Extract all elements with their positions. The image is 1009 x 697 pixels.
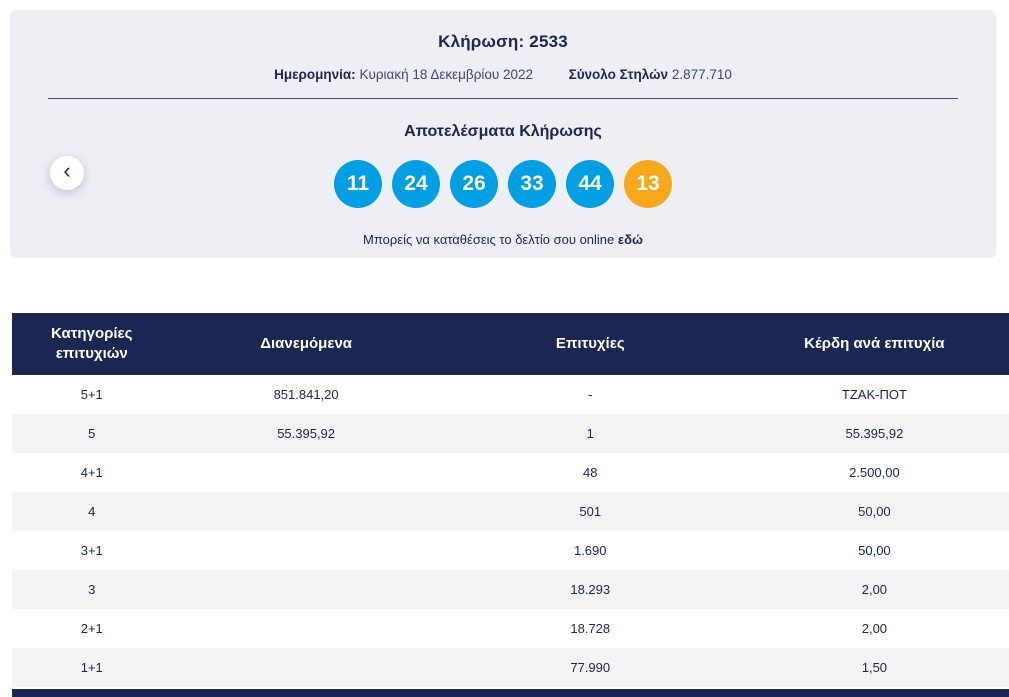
cta-text: Μπορείς να καταθέσεις το δελτίο σου onli… xyxy=(363,232,615,247)
draw-panel: Κλήρωση: 2533 Ημερομηνία: Κυριακή 18 Δεκ… xyxy=(10,10,996,258)
header-categories: Κατηγορίες επιτυχιών xyxy=(12,313,172,375)
cell-per-win: 1,50 xyxy=(861,660,888,675)
date-label: Ημερομηνία: xyxy=(274,67,356,82)
cell-wins: - xyxy=(588,387,593,402)
table-row: 1+1 77.990 1,50 xyxy=(12,648,1009,687)
table-row: 5+1 851.841,20 - ΤΖΑΚ-ΠΟΤ xyxy=(12,375,1009,414)
header-wins: Επιτυχίες xyxy=(440,313,740,375)
cell-per-win: 55.395,92 xyxy=(845,426,904,441)
columns-value: 2.877.710 xyxy=(671,67,732,82)
table-row: 3+1 1.690 50,00 xyxy=(12,531,1009,570)
date-value: Κυριακή 18 Δεκεμβρίου 2022 xyxy=(359,67,534,82)
chevron-left-icon: ‹ xyxy=(63,158,71,183)
drawn-numbers: 11 24 26 33 44 13 xyxy=(10,160,996,208)
cta-line: Μπορείς να καταθέσεις το δελτίο σου onli… xyxy=(10,232,996,247)
drawn-number-ball: 24 xyxy=(392,160,440,208)
cell-category: 4 xyxy=(88,504,96,519)
cell-category: 3+1 xyxy=(80,543,103,558)
draw-title: Κλήρωση: 2533 xyxy=(438,32,568,51)
table-footer-bar xyxy=(12,689,1009,697)
cell-wins: 48 xyxy=(583,465,598,480)
cell-category: 3 xyxy=(88,582,96,597)
table-row: 4+1 48 2.500,00 xyxy=(12,453,1009,492)
cell-wins: 501 xyxy=(579,504,602,519)
table-row: 5 55.395,92 1 55.395,92 xyxy=(12,414,1009,453)
cell-distributed xyxy=(172,609,441,648)
cell-category: 5 xyxy=(88,426,96,441)
drawn-number-ball: 33 xyxy=(508,160,556,208)
cell-category: 4+1 xyxy=(80,465,103,480)
cell-wins: 77.990 xyxy=(570,660,611,675)
cell-per-win: 50,00 xyxy=(858,543,891,558)
columns-label: Σύνολο Στηλών xyxy=(568,67,669,82)
results-title: Αποτελέσματα Κλήρωσης xyxy=(404,123,602,140)
cell-wins: 1.690 xyxy=(573,543,607,558)
cell-per-win: ΤΖΑΚ-ΠΟΤ xyxy=(841,387,907,402)
joker-number-ball: 13 xyxy=(624,160,672,208)
header-distributed: Διανεμόμενα xyxy=(171,313,441,375)
table-row: 4 501 50,00 xyxy=(12,492,1009,531)
cell-distributed xyxy=(172,531,441,570)
cell-distributed xyxy=(172,453,441,492)
cell-wins: 18.293 xyxy=(570,582,611,597)
header-per-win: Κέρδη ανά επιτυχία xyxy=(739,313,1009,375)
drawn-number-ball: 11 xyxy=(334,160,382,208)
results-table-wrap: Κατηγορίες επιτυχιών Διανεμόμενα Επιτυχί… xyxy=(12,313,1009,697)
cell-wins: 18.728 xyxy=(570,621,611,636)
cell-per-win: 2,00 xyxy=(861,582,888,597)
table-row: 2+1 18.728 2,00 xyxy=(12,609,1009,648)
cta-link[interactable]: εδώ xyxy=(617,232,643,247)
draw-meta: Ημερομηνία: Κυριακή 18 Δεκεμβρίου 2022 Σ… xyxy=(10,67,996,82)
drawn-number-ball: 26 xyxy=(450,160,498,208)
cell-distributed xyxy=(172,492,441,531)
drawn-number-ball: 44 xyxy=(566,160,614,208)
table-header-row: Κατηγορίες επιτυχιών Διανεμόμενα Επιτυχί… xyxy=(12,313,1009,375)
cell-category: 5+1 xyxy=(80,387,103,402)
cell-distributed: 851.841,20 xyxy=(273,387,339,402)
cell-per-win: 2,00 xyxy=(861,621,888,636)
panel-divider xyxy=(48,98,958,99)
cell-distributed: 55.395,92 xyxy=(277,426,336,441)
table-row: 3 18.293 2,00 xyxy=(12,570,1009,609)
results-table-body: 5+1 851.841,20 - ΤΖΑΚ-ΠΟΤ 5 55.395,92 1 55.395,… xyxy=(12,375,1009,687)
cell-category: 2+1 xyxy=(80,621,103,636)
cell-per-win: 50,00 xyxy=(858,504,891,519)
cell-distributed xyxy=(172,648,441,687)
previous-draw-button[interactable]: ‹ xyxy=(50,156,84,190)
cell-distributed xyxy=(172,570,441,609)
cell-per-win: 2.500,00 xyxy=(849,465,900,480)
results-table: Κατηγορίες επιτυχιών Διανεμόμενα Επιτυχί… xyxy=(12,313,1009,687)
cell-category: 1+1 xyxy=(80,660,103,675)
cell-wins: 1 xyxy=(586,426,594,441)
